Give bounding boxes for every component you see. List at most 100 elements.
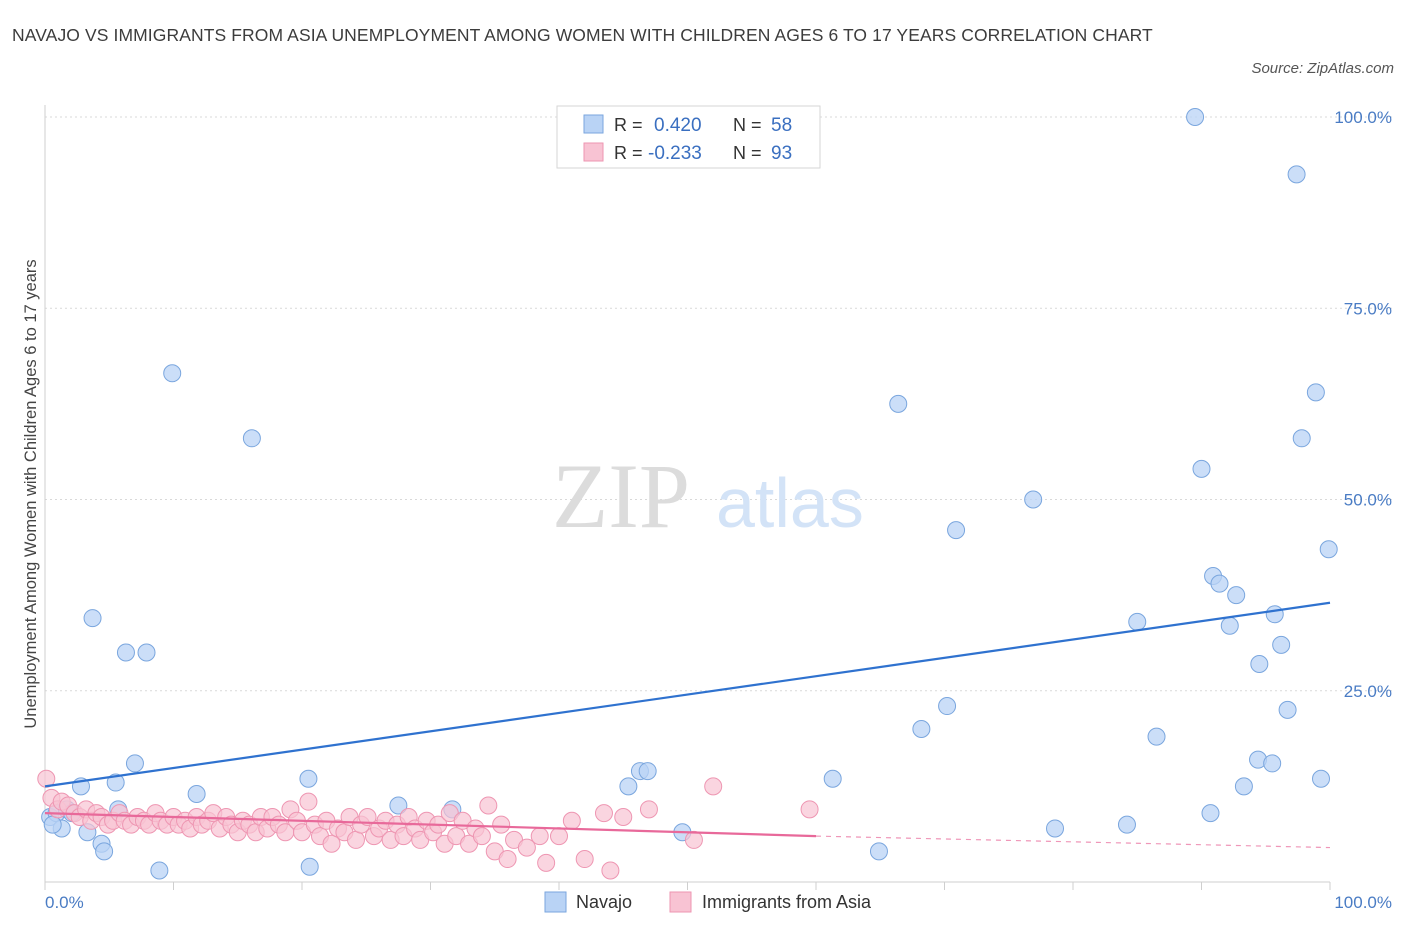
stats-legend-n-label-navajo: N = xyxy=(733,115,762,135)
grid xyxy=(45,116,1392,692)
navajo-point xyxy=(869,842,888,861)
stats-legend-n-label-asia: N = xyxy=(733,143,762,163)
asia-trendline-extension xyxy=(815,835,1331,849)
asia-point xyxy=(684,830,703,849)
watermark: ZIP atlas xyxy=(552,445,864,547)
stats-legend-asia-swatch xyxy=(583,142,604,162)
stats-legend-n-value-asia: 93 xyxy=(771,143,792,164)
stats-legend-r-value-navajo: 0.420 xyxy=(654,115,702,136)
asia-point xyxy=(704,777,723,796)
ticks: 25.0% 50.0% 75.0% 100.0% 0.0% 100.0% xyxy=(44,108,1392,912)
navajo-point xyxy=(95,842,114,861)
navajo-point xyxy=(912,720,931,738)
asia-point xyxy=(530,827,549,846)
chart-title: NAVAJO VS IMMIGRANTS FROM ASIA UNEMPLOYM… xyxy=(12,25,1153,45)
navajo-point xyxy=(1046,819,1065,838)
asia-trendline xyxy=(44,812,817,838)
asia-point xyxy=(346,830,365,849)
asia-point xyxy=(358,807,377,826)
asia-point xyxy=(492,815,511,834)
navajo-point xyxy=(300,857,319,876)
stats-legend-n-value-navajo: 58 xyxy=(771,115,792,136)
navajo-point xyxy=(389,796,408,815)
navajo-point xyxy=(242,429,261,448)
navajo-point xyxy=(1278,700,1297,719)
source-credit: Source: ZipAtlas.com xyxy=(1251,60,1394,77)
navajo-point xyxy=(1192,459,1211,478)
asia-points xyxy=(37,769,819,880)
navajo-point xyxy=(1287,165,1306,184)
navajo-point xyxy=(125,754,144,773)
navajo-point xyxy=(137,643,156,662)
asia-point xyxy=(472,827,491,846)
navajo-point xyxy=(163,364,182,383)
navajo-point xyxy=(1128,612,1147,631)
asia-point xyxy=(575,850,594,869)
navajo-point xyxy=(1024,490,1043,509)
navajo-point xyxy=(43,815,62,834)
navajo-point xyxy=(619,777,638,796)
bottom-legend-navajo-swatch xyxy=(544,891,567,913)
navajo-point xyxy=(83,609,102,628)
navajo-point xyxy=(1272,635,1291,654)
navajo-point xyxy=(106,773,125,792)
bottom-legend: Navajo Immigrants from Asia xyxy=(544,891,872,913)
navajo-point xyxy=(116,643,135,662)
asia-point xyxy=(537,853,556,872)
stats-legend: R = 0.420 N = 58 R = -0.233 N = 93 xyxy=(556,105,821,169)
navajo-point xyxy=(947,521,966,540)
navajo-point xyxy=(823,769,842,788)
navajo-point xyxy=(1186,108,1205,126)
navajo-point xyxy=(938,697,957,716)
navajo-point xyxy=(889,394,908,413)
navajo-point xyxy=(638,762,657,781)
asia-point xyxy=(517,838,536,857)
trendlines xyxy=(44,601,1331,849)
asia-point xyxy=(479,796,498,815)
asia-point xyxy=(594,804,613,823)
navajo-point xyxy=(1234,777,1253,796)
asia-point xyxy=(550,827,568,846)
watermark-zip: ZIP xyxy=(552,445,690,547)
navajo-point xyxy=(1210,574,1229,593)
asia-point xyxy=(322,834,341,853)
asia-point xyxy=(800,800,819,819)
asia-point xyxy=(601,861,620,880)
y-tick-label: 25.0% xyxy=(1344,682,1392,701)
navajo-point xyxy=(1265,605,1284,624)
bottom-legend-navajo-label: Navajo xyxy=(576,892,632,912)
navajo-point xyxy=(1306,383,1325,402)
watermark-atlas: atlas xyxy=(716,464,864,542)
navajo-point xyxy=(1312,769,1331,788)
navajo-point xyxy=(1319,540,1338,559)
navajo-point xyxy=(1292,429,1311,448)
bottom-legend-asia-label: Immigrants from Asia xyxy=(702,892,872,912)
y-tick-label: 75.0% xyxy=(1344,299,1392,318)
navajo-point xyxy=(1250,654,1269,673)
y-axis-label: Unemployment Among Women with Children A… xyxy=(22,259,40,728)
stats-legend-r-value-asia: -0.233 xyxy=(648,143,702,164)
bottom-legend-asia-swatch xyxy=(669,891,692,913)
y-tick-label: 50.0% xyxy=(1344,491,1392,510)
navajo-trendline xyxy=(44,601,1331,788)
navajo-point xyxy=(1220,616,1239,635)
navajo-point xyxy=(1227,586,1246,605)
navajo-point xyxy=(150,861,169,880)
stats-legend-r-label-navajo: R = xyxy=(614,115,643,135)
x-tick-label: 0.0% xyxy=(45,893,84,912)
asia-point xyxy=(614,807,633,826)
asia-point xyxy=(498,850,517,869)
navajo-point xyxy=(187,785,206,804)
navajo-point xyxy=(1147,727,1166,746)
stats-legend-r-label-asia: R = xyxy=(614,143,643,163)
y-tick-label: 100.0% xyxy=(1334,108,1392,127)
navajo-point xyxy=(299,769,318,788)
asia-point xyxy=(562,811,581,830)
navajo-point xyxy=(1263,754,1282,773)
asia-point xyxy=(639,800,658,819)
x-tick-label: 100.0% xyxy=(1334,893,1392,912)
asia-point xyxy=(299,792,318,811)
navajo-point xyxy=(1117,815,1136,834)
navajo-point xyxy=(1201,804,1220,823)
